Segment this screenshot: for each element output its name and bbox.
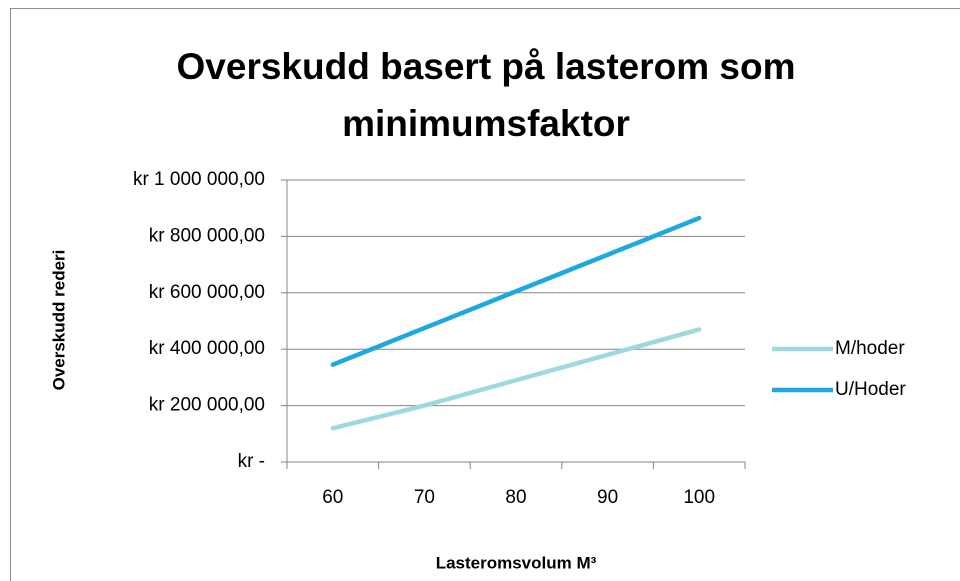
y-tick-label: kr - — [238, 451, 265, 472]
y-tick-label: kr 200 000,00 — [149, 395, 265, 416]
x-tick-label: 90 — [597, 487, 618, 508]
series-line — [330, 215, 702, 367]
x-tick-label: 80 — [505, 487, 526, 508]
chart-border — [10, 8, 960, 581]
x-tick-label: 70 — [414, 487, 435, 508]
y-axis-title: Overskudd rederi — [49, 250, 68, 391]
y-tick-label: kr 800 000,00 — [149, 225, 265, 246]
legend-label: U/Hoder — [835, 379, 906, 400]
x-tick-label: 100 — [683, 487, 715, 508]
y-tick-label: kr 1 000 000,00 — [133, 169, 265, 190]
chart-title: minimumsfaktor — [342, 103, 630, 144]
y-tick-label: kr 600 000,00 — [149, 282, 265, 303]
series-line — [330, 327, 702, 431]
x-tick-label: 60 — [322, 487, 343, 508]
chart-title: Overskudd basert på lasterom som — [177, 46, 796, 87]
x-axis-title: Lasteromsvolum M³ — [436, 553, 597, 572]
legend-label: M/hoder — [835, 338, 905, 359]
y-tick-label: kr 400 000,00 — [149, 338, 265, 359]
